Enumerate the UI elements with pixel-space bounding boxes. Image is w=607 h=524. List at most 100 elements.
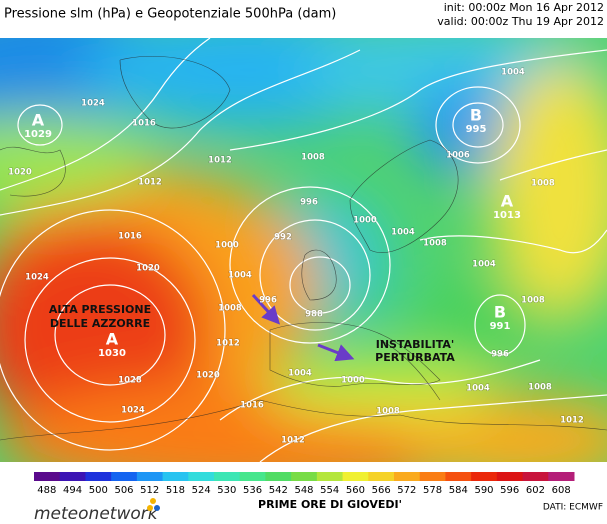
data-source: DATI: ECMWF [543,503,603,513]
pressure-center-letter: B [494,303,506,322]
colorbar-label: 530 [217,485,236,496]
isobar-label: 1008 [423,239,447,249]
isobar-label: 1008 [528,383,552,393]
isobar-label: 1008 [218,304,242,314]
annotation: ALTA PRESSIONE [49,303,151,316]
isobar-label: 1008 [301,153,325,163]
pressure-center-value: 995 [466,124,487,135]
isobar-label: 1012 [138,178,162,188]
logo-dot [154,505,160,511]
colorbar-swatch [394,472,421,481]
isobar-label: 1004 [466,384,490,394]
isobar-label: 1024 [81,99,105,109]
colorbar-swatch [342,472,369,481]
colorbar-label: 560 [346,485,365,496]
isobar-label: 992 [274,233,292,243]
valid-time: valid: 00:00z Thu 19 Apr 2012 [437,15,604,28]
colorbar-swatch [316,472,344,481]
isobar-label: 1020 [196,371,220,381]
isobars [0,38,607,462]
pressure-center-value: 1013 [493,210,521,221]
colorbar-label: 518 [166,485,185,496]
init-time: init: 00:00z Mon 16 Apr 2012 [444,1,604,14]
annotation: PERTURBATA [375,351,455,364]
colorbar-label: 548 [294,485,313,496]
isobar-label: 1004 [501,68,525,78]
isobar-label: 1004 [228,271,252,281]
colorbar-swatch [34,472,61,481]
pressure-center-letter: A [32,111,45,130]
arrow [317,343,355,362]
colorbar-label: 542 [269,485,288,496]
isobar-label: 1024 [121,406,145,416]
colorbar-swatch [188,472,215,481]
isobar-label: 1000 [215,241,239,251]
arrows [251,293,355,362]
colorbar-label: 578 [423,485,442,496]
isobar-label: 1008 [376,407,400,417]
isobar-label: 1016 [118,232,142,242]
annotation: INSTABILITA' [376,338,455,351]
isobar-label: 1016 [240,401,264,411]
isobar-label: 1008 [521,296,545,306]
colorbar: 488 494 500 506 512 518 524 530 536 542 548 554 560 5… [34,472,575,496]
isobar-label: 1024 [25,273,49,283]
colorbar-label: 584 [449,485,468,496]
isobar-label: 1004 [288,369,312,379]
colorbar-label: 506 [114,485,133,496]
colorbar-label: 494 [63,485,82,496]
colorbar-label: 488 [37,485,56,496]
colorbar-swatch [214,472,241,481]
colorbar-swatch [548,472,575,481]
isobar-label: 1012 [281,436,305,446]
colorbar-swatch [239,472,266,481]
logo-dot [147,505,153,511]
colorbar-label: 566 [372,485,391,496]
colorbar-swatch [59,472,86,481]
pressure-center-value: 1030 [98,348,126,359]
pressure-center-value: 1029 [24,129,52,140]
arrow [251,293,281,325]
colorbar-swatch [265,472,292,481]
isobar-label: 1012 [216,339,240,349]
isobar-label: 996 [259,296,277,306]
coastlines [0,55,607,441]
pressure-center-letter: A [501,192,514,211]
colorbar-swatch [368,472,395,481]
colorbar-label: 500 [89,485,108,496]
isobar-label: 1028 [118,376,142,386]
colorbar-swatch [522,472,549,481]
colorbar-label: 590 [474,485,493,496]
isobar-label: 1004 [472,260,496,270]
map-title: Pressione slm (hPa) e Geopotenziale 500h… [4,7,336,22]
isobar-label: 996 [491,350,509,360]
map: 1024 1016 1012 1012 1008 1004 1008 1006 996 1000 9… [0,38,607,462]
logo: meteonetwork [34,504,159,524]
isobar-label: 1012 [560,416,584,426]
colorbar-label: 512 [140,485,159,496]
colorbar-swatch [496,472,524,481]
colorbar-label: 536 [243,485,262,496]
isobar-label: 1000 [341,376,365,386]
colorbar-label: 572 [397,485,416,496]
colorbar-swatch [419,472,446,481]
colorbar-caption: PRIME ORE DI GIOVEDI' [258,498,402,511]
isobar-label: 1006 [446,151,470,161]
isobar-label: 996 [300,198,318,208]
isobar-label: 1008 [531,179,555,189]
colorbar-label: 608 [552,485,571,496]
pressure-center-letter: B [470,106,482,125]
colorbar-swatch [162,472,189,481]
colorbar-swatch [471,472,498,481]
colorbar-label: 554 [320,485,339,496]
colorbar-swatch [136,472,164,481]
colorbar-swatch [291,472,318,481]
colorbar-swatch [445,472,472,481]
isobar-label: 1016 [132,119,156,129]
annotation: DELLE AZZORRE [50,317,150,330]
isobar-label: 1000 [353,216,377,226]
isobar-label: 1004 [391,228,415,238]
colorbar-label: 524 [192,485,211,496]
colorbar-swatch [85,472,112,481]
